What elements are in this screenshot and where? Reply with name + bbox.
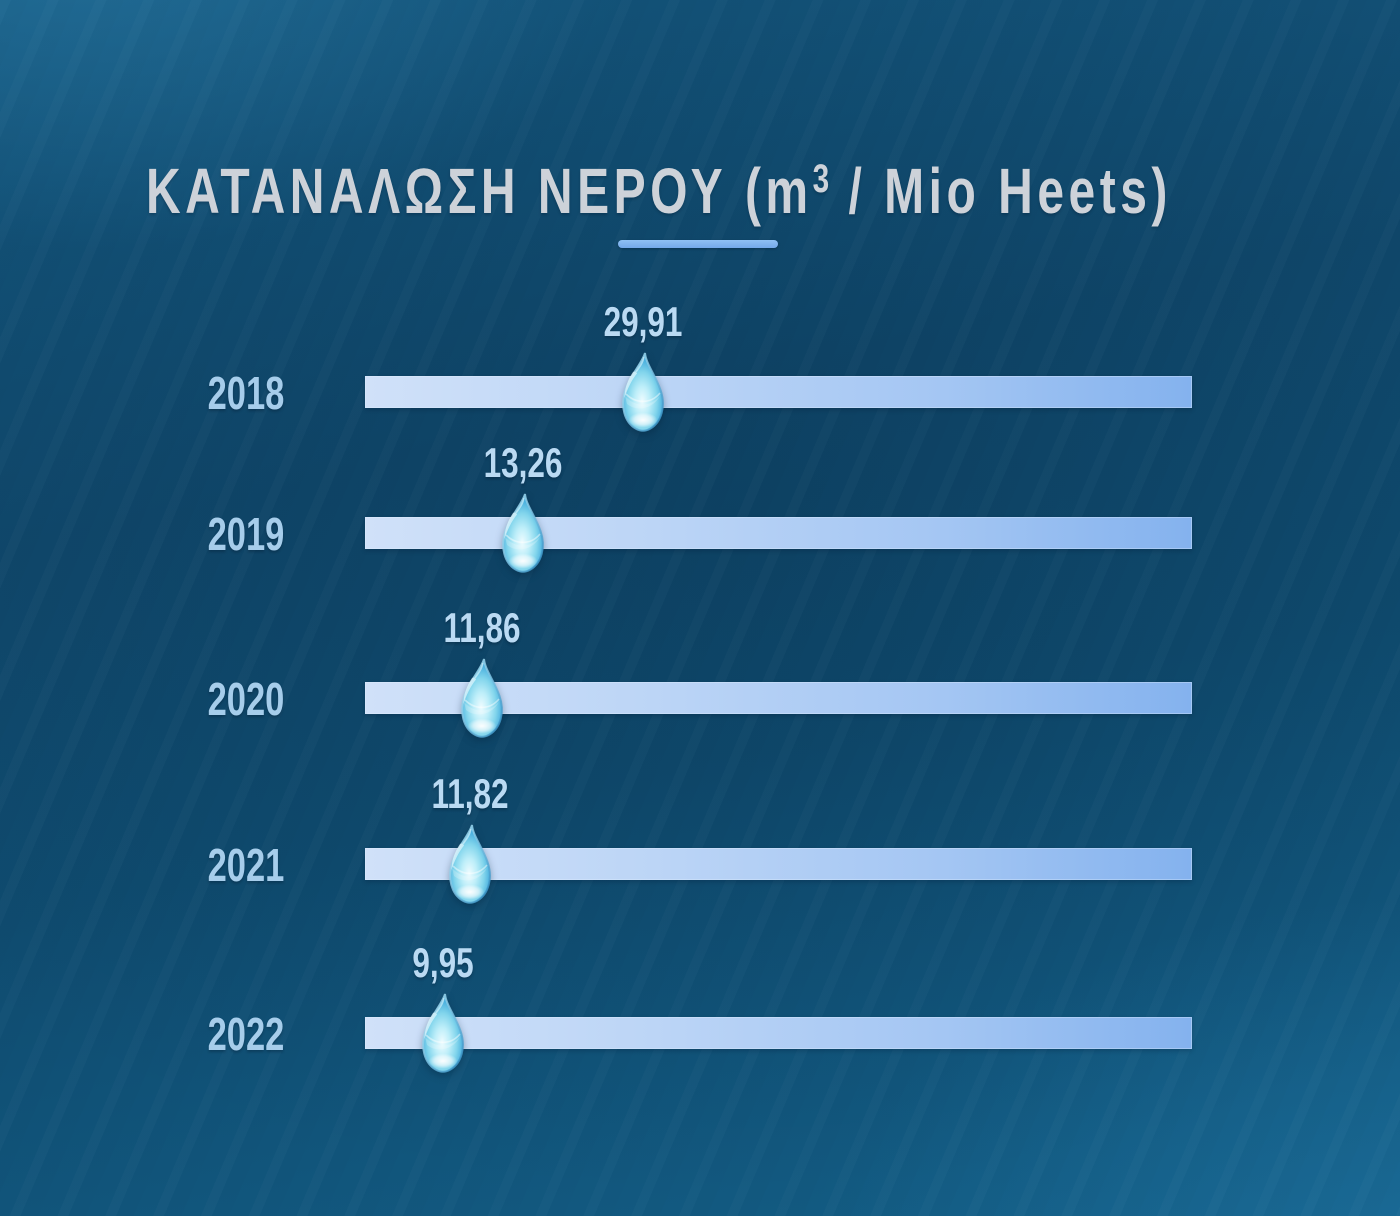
value-label: 11,82: [431, 770, 509, 817]
page-title: ΚΑΤΑΝΑΛΩΣΗ ΝΕΡΟΥ (m3 / Mio Heets): [146, 159, 1172, 223]
timeline-bar: [365, 517, 1192, 549]
page-title-superscript: 3: [812, 157, 831, 202]
value-label: 29,91: [603, 298, 683, 345]
water-drop-icon: [495, 492, 551, 576]
page-title-suffix: / Mio Heets): [830, 154, 1172, 227]
value-label: 9,95: [412, 939, 474, 986]
year-label: 2021: [207, 839, 285, 891]
year-label: 2019: [207, 508, 285, 560]
timeline-bar: [365, 848, 1192, 880]
water-drop-icon: [454, 657, 510, 741]
title-divider: [618, 240, 778, 248]
page-title-text: ΚΑΤΑΝΑΛΩΣΗ ΝΕΡΟΥ (m: [146, 154, 813, 227]
water-drop-icon: [415, 992, 471, 1076]
year-label: 2022: [207, 1008, 285, 1060]
value-label: 11,86: [443, 604, 521, 651]
year-label: 2018: [207, 367, 285, 419]
year-label: 2020: [207, 673, 285, 725]
water-drop-icon: [615, 351, 671, 435]
value-label: 13,26: [483, 439, 563, 486]
water-drop-icon: [442, 823, 498, 907]
timeline-bar: [365, 376, 1192, 408]
timeline-bar: [365, 1017, 1192, 1049]
